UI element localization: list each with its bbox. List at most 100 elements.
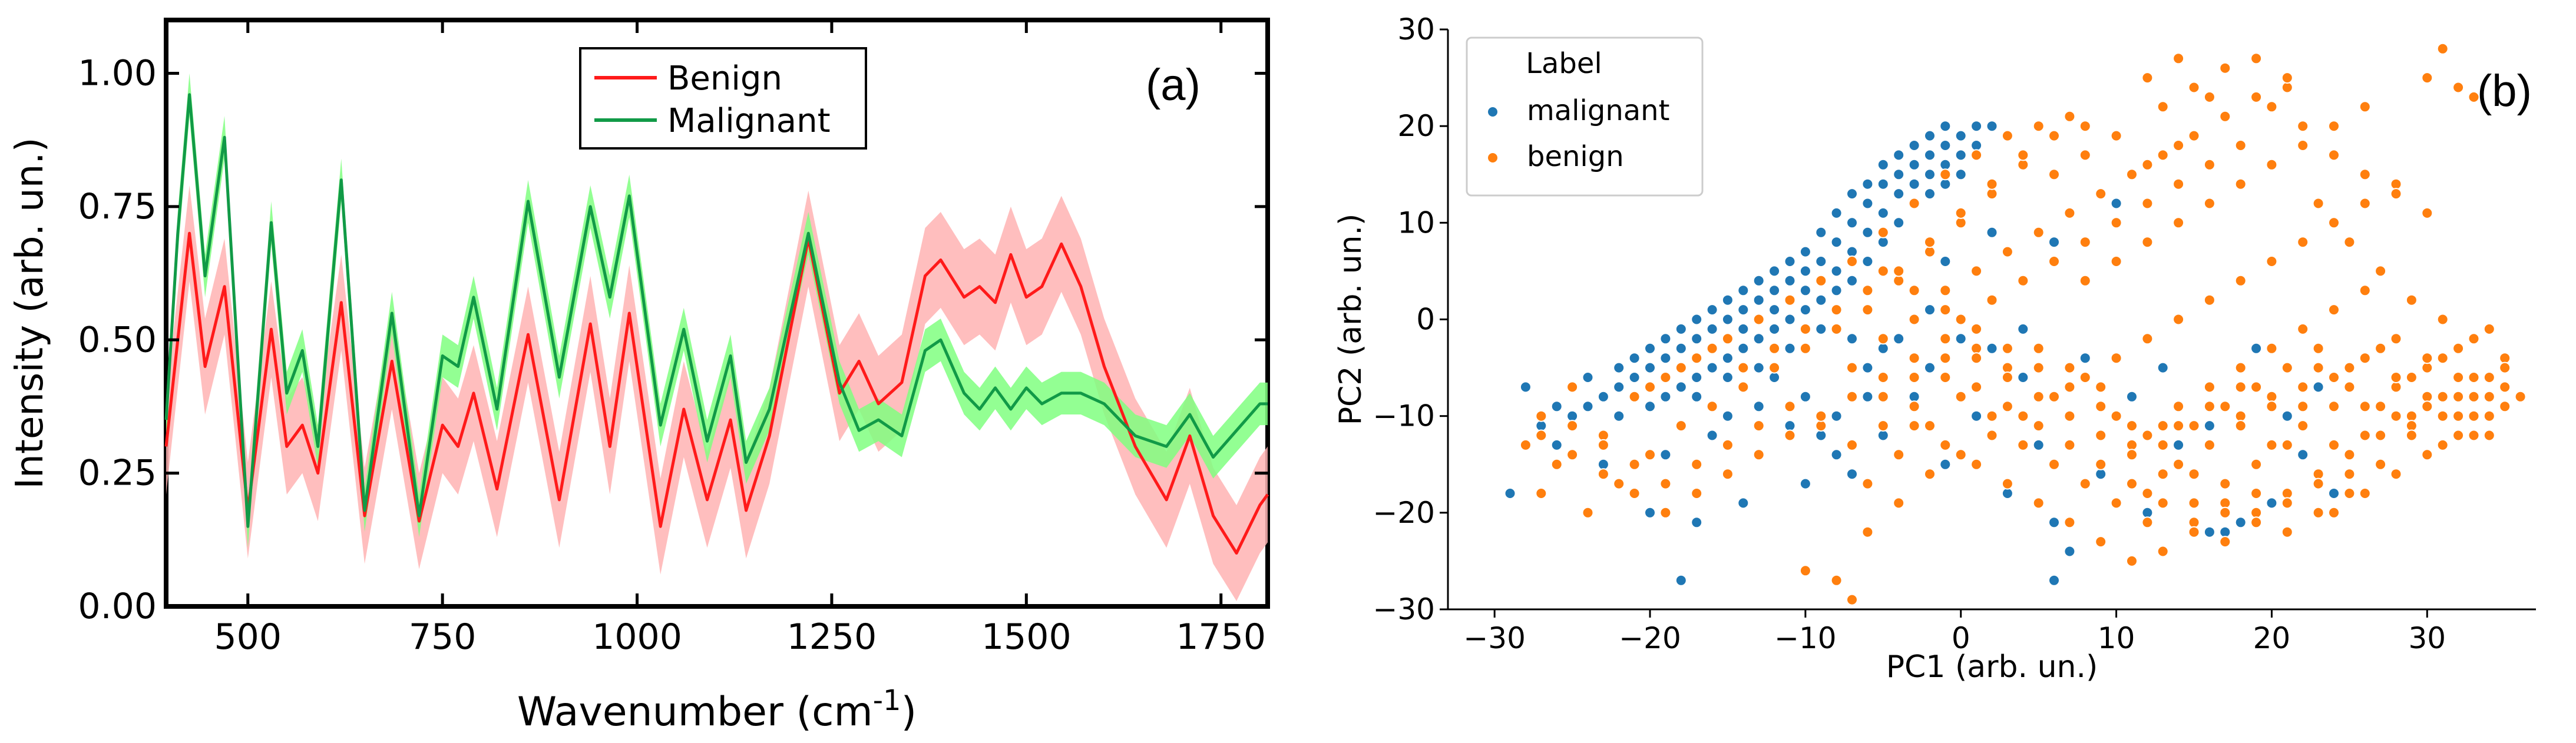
point-malignant [1752,274,1765,287]
point-malignant [1799,304,1811,316]
point-malignant [1955,130,1967,142]
point-benign [2188,497,2200,509]
point-benign [2359,429,2371,442]
point-benign [2390,333,2402,345]
point-benign [2436,42,2449,55]
point-benign [2312,197,2324,210]
point-benign [1659,506,1672,519]
point-benign [2468,429,2480,442]
point-malignant [1752,333,1765,345]
point-benign [1659,372,1672,383]
point-benign [2141,72,2154,84]
y-tick-label: 0.25 [78,453,157,494]
point-malignant [1924,304,1936,316]
point-benign [1659,477,1672,490]
point-benign [2234,410,2247,422]
point-benign [2141,487,2154,499]
point-benign [2468,410,2480,422]
point-malignant [1861,197,1874,210]
point-benign [1861,477,1874,490]
legend-title: Label [1526,47,1602,80]
point-benign [2219,400,2231,413]
point-benign [2095,400,2107,413]
panel-b-pca-scatter: −30 −20 −10 0 10 20 30 −30 −20 −10 0 10 20 30 PC1 (a… [1333,12,2536,685]
point-benign [2079,274,2091,287]
point-benign [2421,449,2433,461]
panel-a-mean-lines [164,93,1269,555]
point-benign [1955,313,1967,326]
point-malignant [1799,265,1811,277]
point-malignant [1613,381,1625,393]
point-benign [2017,149,2029,161]
point-malignant [1893,168,1905,181]
point-malignant [1644,361,1656,374]
point-benign [1924,246,1936,258]
point-benign [1846,361,1858,374]
point-benign [2017,158,2029,171]
point-benign [1877,372,1889,383]
point-benign [2343,449,2356,461]
point-malignant [1737,284,1750,297]
point-benign [1597,439,1609,451]
point-benign [2499,352,2511,364]
point-malignant [1877,342,1889,354]
point-benign [2095,381,2107,393]
y-tick-label: 30 [1397,12,1435,47]
point-malignant [1566,410,1579,422]
point-benign [2483,323,2495,335]
point-malignant [2141,506,2154,519]
point-benign [2219,477,2231,490]
point-benign [2328,506,2340,519]
point-benign [2001,246,2013,258]
point-malignant [2234,516,2247,529]
point-benign [2017,410,2029,422]
point-benign [2281,72,2293,84]
y-tick-label: 1.00 [78,53,157,94]
point-malignant [1893,217,1905,229]
point-malignant [1830,265,1843,277]
point-malignant [1613,361,1625,374]
point-benign [2297,236,2309,248]
y-tick-label: 0.00 [78,586,157,627]
point-malignant [1877,158,1889,171]
point-benign [1830,304,1843,316]
point-benign [1908,284,1920,297]
point-benign [2017,274,2029,287]
point-malignant [2297,449,2309,461]
point-malignant [2017,323,2029,335]
point-benign [2234,140,2247,151]
point-benign [2219,110,2231,122]
point-benign [1706,342,1718,354]
point-benign [2203,400,2215,413]
point-benign [2234,420,2247,432]
point-malignant [1659,352,1672,364]
point-benign [2064,381,2076,393]
point-malignant [1846,468,1858,480]
panel-a-legend: Benign Malignant [579,47,867,150]
point-malignant [1830,449,1843,461]
point-benign [2095,458,2107,470]
point-benign [1597,468,1609,480]
point-benign [1737,381,1750,393]
y-tick-label: 0.50 [78,319,157,360]
x-tick-label: 1750 [1176,616,1266,658]
point-malignant [1955,149,1967,161]
point-malignant [1908,140,1920,151]
point-malignant [1846,246,1858,258]
point-benign [1691,487,1703,499]
point-benign [2405,429,2418,442]
point-malignant [1644,342,1656,354]
point-benign [2266,101,2278,113]
point-malignant [1908,158,1920,171]
point-malignant [1815,226,1827,238]
point-benign [2436,313,2449,326]
point-benign [2064,207,2076,219]
point-malignant [1815,256,1827,267]
point-malignant [1830,236,1843,248]
point-benign [2032,226,2045,238]
point-benign [2048,130,2060,142]
point-malignant [1550,439,1563,451]
y-tick-label: 20 [1397,109,1435,143]
point-benign [1784,400,1796,413]
point-benign [1582,506,1594,519]
